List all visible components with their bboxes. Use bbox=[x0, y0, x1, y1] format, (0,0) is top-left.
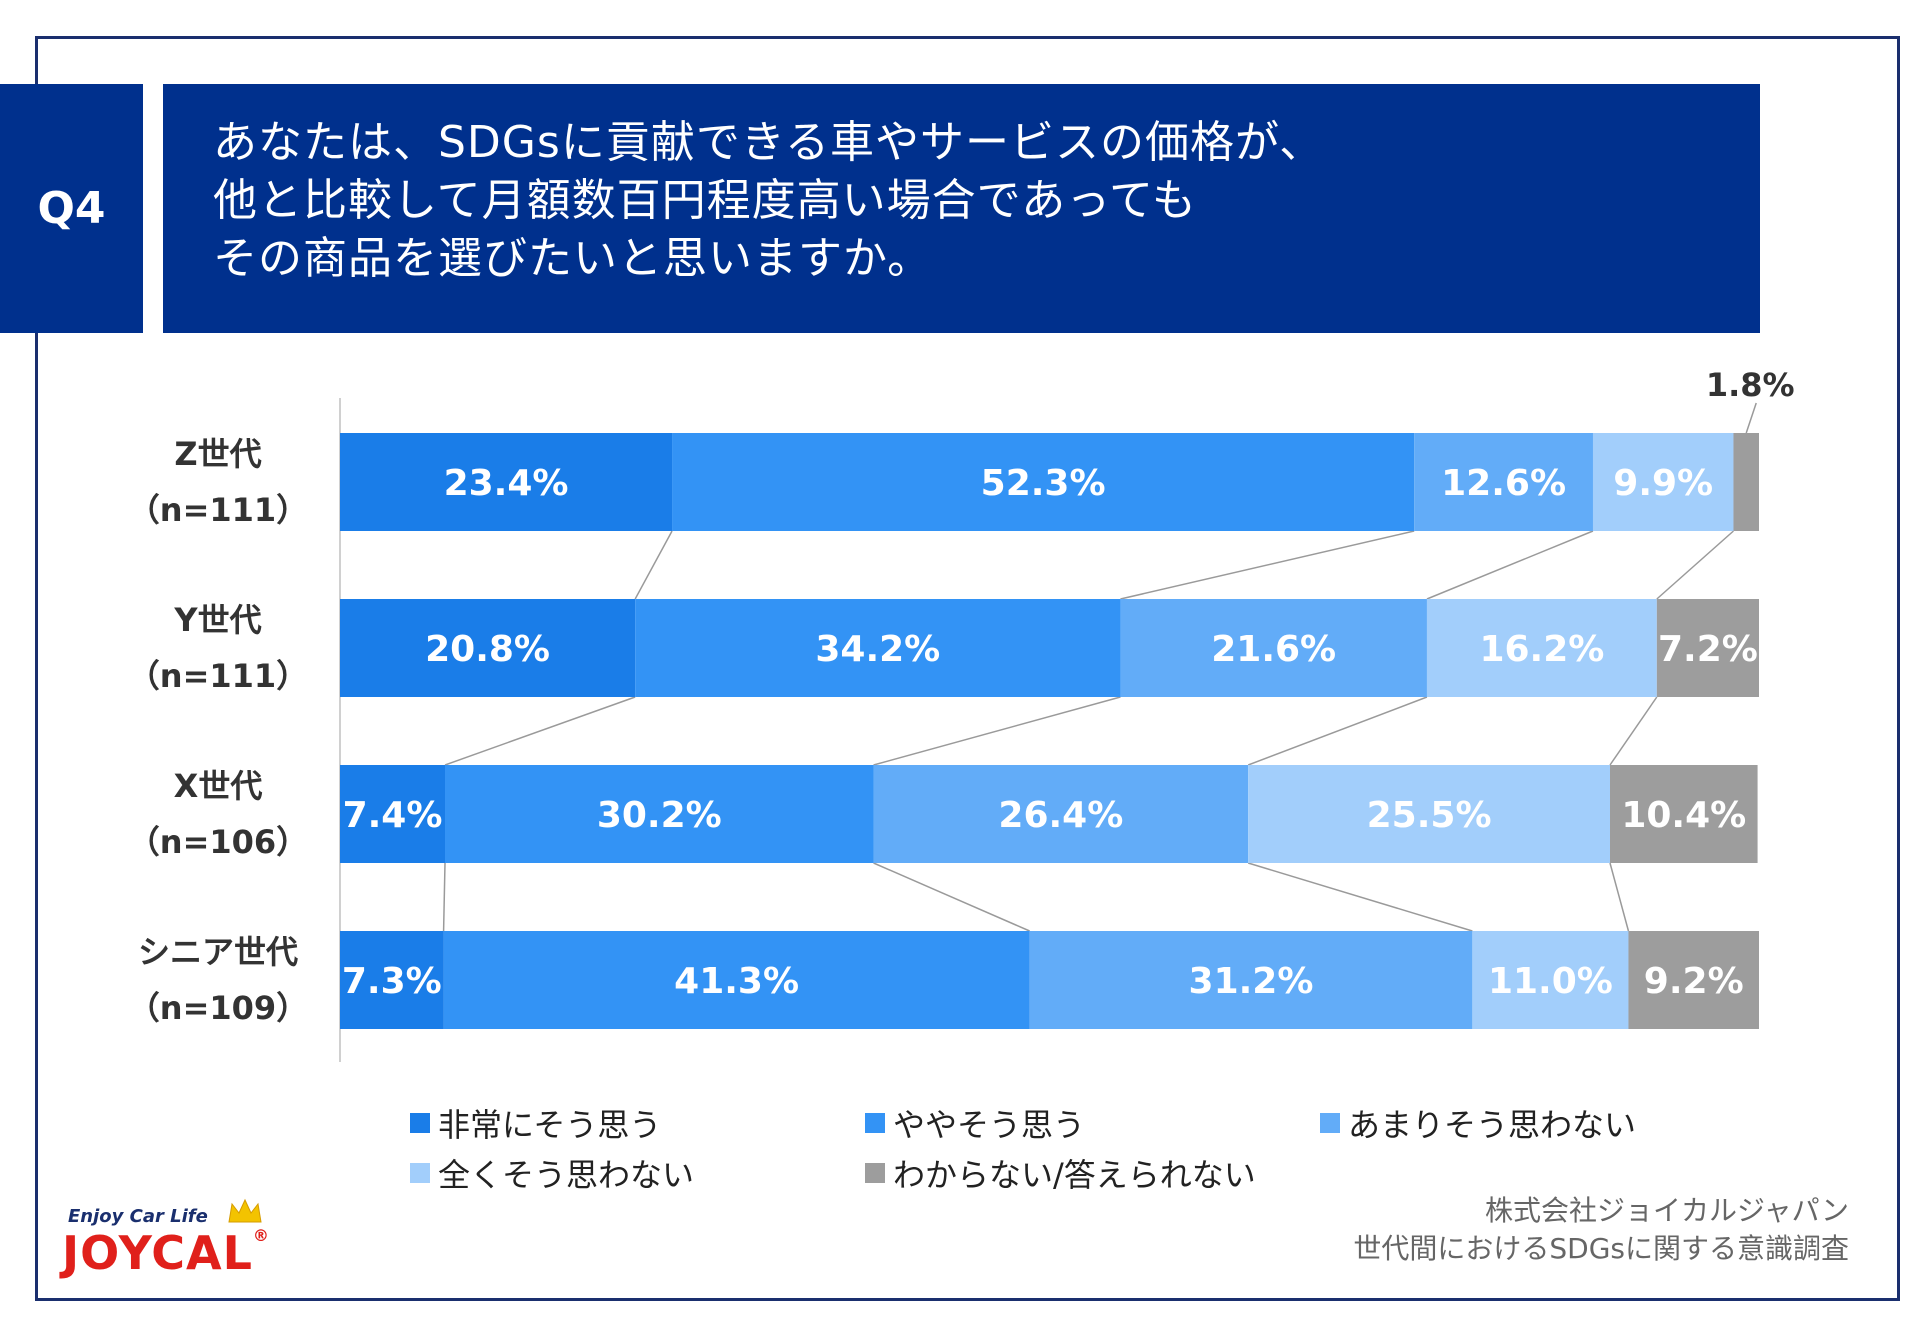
logo-wordmark: JOYCAL® bbox=[62, 1226, 270, 1280]
bar-segment bbox=[1592, 433, 1734, 531]
category-label: Y世代 bbox=[173, 601, 261, 639]
category-label: （n=109） bbox=[128, 989, 308, 1027]
bar-data-label: 31.2% bbox=[1189, 961, 1314, 1002]
joycal-logo: Enjoy Car Life JOYCAL® bbox=[62, 1196, 312, 1280]
crown-icon bbox=[228, 1198, 262, 1223]
bar-data-label: 41.3% bbox=[674, 961, 799, 1002]
bar-data-label: 9.2% bbox=[1644, 961, 1744, 1002]
bar-segment bbox=[443, 931, 1030, 1029]
bar-data-label: 7.3% bbox=[342, 961, 442, 1002]
legend-label: ややそう思う bbox=[893, 1106, 1086, 1144]
bar-data-label: 52.3% bbox=[981, 463, 1106, 504]
category-label: （n=111） bbox=[128, 491, 308, 529]
bar-segment bbox=[340, 765, 446, 863]
bar-data-label: 21.6% bbox=[1211, 629, 1336, 670]
bar-segment bbox=[1248, 765, 1611, 863]
legend-swatch bbox=[865, 1113, 885, 1133]
bar-segment bbox=[340, 931, 444, 1029]
bar-data-label: 16.2% bbox=[1479, 629, 1604, 670]
bar-segment bbox=[340, 599, 636, 697]
connector-line bbox=[1247, 696, 1428, 766]
legend-item: あまりそう思わない bbox=[1320, 1100, 1636, 1146]
bar-data-label: 20.8% bbox=[425, 629, 550, 670]
bar-segment bbox=[445, 765, 874, 863]
bar-data-label: 7.2% bbox=[1658, 629, 1758, 670]
stacked-bar-chart: 23.4% 52.3% 12.6% 9.9% 1.8% Z世代 （n=111） 20.8% 34… bbox=[128, 366, 1795, 1062]
category-label: （n=111） bbox=[128, 657, 308, 695]
legend-item: ややそう思う bbox=[865, 1100, 1085, 1146]
chart-legend: 非常にそう思う ややそう思う あまりそう思わない全くそう思わない わからない/答えられ… bbox=[410, 1100, 1710, 1200]
label-leader-line bbox=[1745, 402, 1757, 434]
question-line-2: 他と比較して月額数百円程度高い場合であっても bbox=[213, 175, 1197, 226]
bar-segment bbox=[1029, 931, 1473, 1029]
category-label: Z世代 bbox=[174, 435, 261, 473]
bar-data-label: 34.2% bbox=[815, 629, 940, 670]
bar-segment bbox=[1472, 931, 1629, 1029]
connector-line bbox=[873, 696, 1121, 766]
bar-segment bbox=[635, 599, 1121, 697]
bar-data-label: 7.4% bbox=[343, 795, 443, 836]
legend-item: 非常にそう思う bbox=[410, 1100, 661, 1146]
legend-item: 全くそう思わない bbox=[410, 1150, 694, 1196]
bar-data-label: 30.2% bbox=[597, 795, 722, 836]
bar-data-label: 1.8% bbox=[1706, 366, 1795, 404]
bar-data-label: 25.5% bbox=[1367, 795, 1492, 836]
category-label: シニア世代 bbox=[138, 933, 298, 971]
bar-data-label: 26.4% bbox=[998, 795, 1123, 836]
source-company: 株式会社ジョイカルジャパン bbox=[1484, 1194, 1849, 1227]
legend-item: わからない/答えられない bbox=[865, 1150, 1256, 1196]
question-line-3: その商品を選びたいと思いますか。 bbox=[213, 233, 933, 284]
legend-swatch bbox=[410, 1113, 430, 1133]
logo-registered: ® bbox=[252, 1226, 270, 1245]
bar-segment bbox=[1610, 765, 1758, 863]
slide-frame bbox=[35, 36, 1900, 1301]
legend-swatch bbox=[865, 1163, 885, 1183]
bar-segment bbox=[1426, 599, 1657, 697]
connector-line bbox=[873, 862, 1030, 932]
connector-line bbox=[1656, 530, 1734, 600]
bar-data-label: 12.6% bbox=[1441, 463, 1566, 504]
legend-swatch bbox=[1320, 1113, 1340, 1133]
bar-segment bbox=[340, 433, 673, 531]
connector-line bbox=[442, 862, 446, 932]
bar-segment bbox=[873, 765, 1249, 863]
question-tag: Q4 bbox=[0, 84, 143, 333]
question-tag-label: Q4 bbox=[37, 183, 106, 234]
connector-line bbox=[1426, 530, 1594, 600]
bar-data-label: 11.0% bbox=[1488, 961, 1613, 1002]
connector-line bbox=[634, 530, 673, 600]
connector-line bbox=[1120, 530, 1415, 600]
question-line-1: あなたは、SDGsに貢献できる車やサービスの価格が、 bbox=[213, 117, 1325, 168]
legend-label: 全くそう思わない bbox=[438, 1156, 695, 1194]
source-credit: 株式会社ジョイカルジャパン 世代間におけるSDGsに関する意識調査 bbox=[1353, 1192, 1849, 1268]
bar-segment bbox=[1414, 433, 1593, 531]
bar-segment bbox=[1656, 599, 1759, 697]
category-label: （n=106） bbox=[128, 823, 308, 861]
legend-swatch bbox=[410, 1163, 430, 1183]
legend-label: 非常にそう思う bbox=[438, 1106, 662, 1144]
bar-segment bbox=[672, 433, 1415, 531]
source-survey: 世代間におけるSDGsに関する意識調査 bbox=[1353, 1232, 1849, 1265]
bar-segment bbox=[1628, 931, 1759, 1029]
question-box: あなたは、SDGsに貢献できる車やサービスの価格が、 他と比較して月額数百円程度… bbox=[163, 84, 1760, 333]
connector-line bbox=[1609, 862, 1630, 932]
logo-word: JOYCAL bbox=[62, 1226, 253, 1280]
category-label: X世代 bbox=[174, 767, 263, 805]
legend-label: あまりそう思わない bbox=[1348, 1106, 1637, 1144]
connector-line bbox=[1609, 696, 1658, 766]
bar-segment bbox=[1733, 433, 1759, 531]
connector-line bbox=[444, 696, 636, 766]
logo-tagline: Enjoy Car Life bbox=[68, 1206, 208, 1227]
connector-line bbox=[1247, 862, 1473, 932]
bar-data-label: 23.4% bbox=[444, 463, 569, 504]
bar-data-label: 9.9% bbox=[1613, 463, 1713, 504]
bar-segment bbox=[1120, 599, 1427, 697]
bar-data-label: 10.4% bbox=[1621, 795, 1746, 836]
legend-label: わからない/答えられない bbox=[893, 1156, 1256, 1194]
